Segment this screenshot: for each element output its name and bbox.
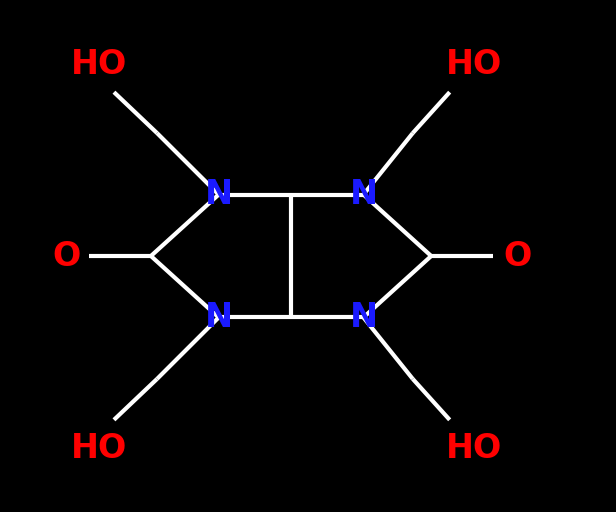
Text: N: N — [205, 178, 233, 211]
Text: O: O — [503, 240, 532, 272]
Text: HO: HO — [446, 48, 502, 80]
Text: O: O — [52, 240, 81, 272]
Text: HO: HO — [446, 432, 502, 464]
Text: N: N — [205, 301, 233, 334]
Text: N: N — [349, 178, 378, 211]
Text: N: N — [349, 301, 378, 334]
Text: HO: HO — [71, 432, 127, 464]
Text: HO: HO — [71, 48, 127, 80]
